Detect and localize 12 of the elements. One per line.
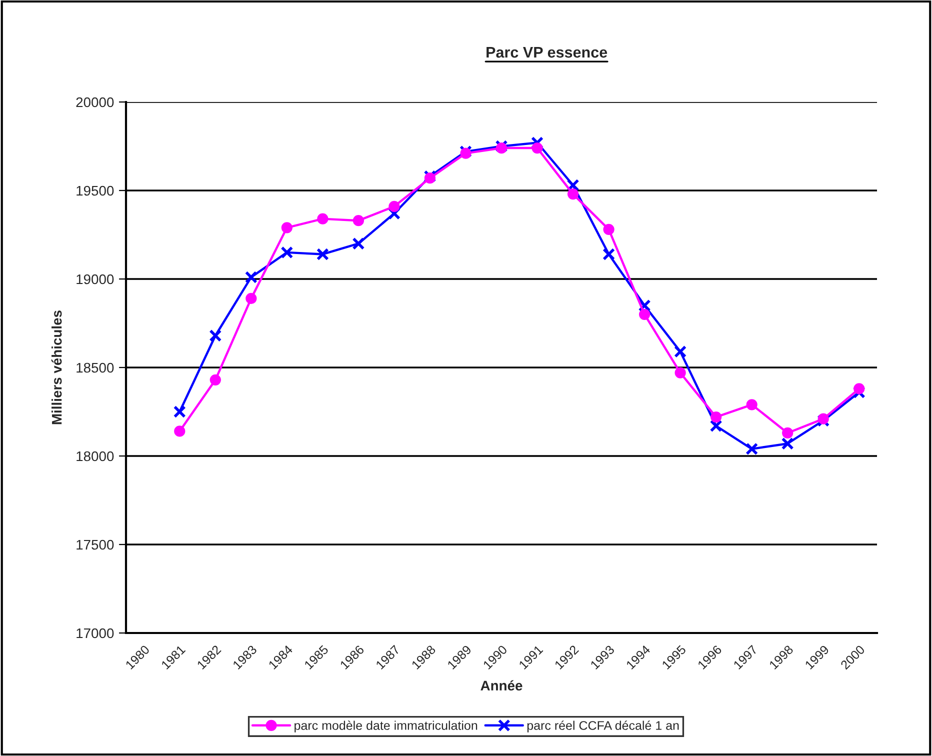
y-tick-label: 18500 xyxy=(76,362,114,373)
y-axis-title: Milliers véhicules xyxy=(51,310,62,424)
legend-label: parc réel CCFA décalé 1 an xyxy=(527,720,679,732)
legend-label: parc modèle date immatriculation xyxy=(294,720,478,732)
y-tick-label: 18000 xyxy=(76,451,114,462)
x-axis-title: Année xyxy=(480,680,522,691)
y-tick-label: 19000 xyxy=(76,274,114,284)
y-tick-label: 17000 xyxy=(76,628,114,638)
y-tick-label: 19500 xyxy=(76,186,114,196)
y-tick-label: 20000 xyxy=(76,97,114,108)
y-tick-label: 17500 xyxy=(76,540,114,550)
chart-title: Parc VP essence xyxy=(486,47,608,58)
